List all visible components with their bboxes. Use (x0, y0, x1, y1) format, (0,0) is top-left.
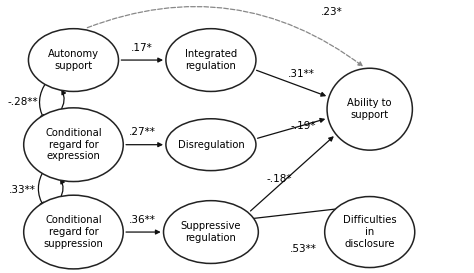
FancyArrowPatch shape (39, 81, 47, 119)
Text: Conditional
regard for
expression: Conditional regard for expression (45, 128, 102, 161)
Text: .17*: .17* (131, 43, 153, 53)
Ellipse shape (164, 201, 258, 263)
Ellipse shape (166, 119, 256, 171)
FancyArrowPatch shape (126, 230, 159, 234)
Text: Ability to
support: Ability to support (347, 98, 392, 120)
Text: Integrated
regulation: Integrated regulation (185, 49, 237, 71)
Text: Suppressive
regulation: Suppressive regulation (181, 221, 241, 243)
Text: Autonomy
support: Autonomy support (48, 49, 99, 71)
FancyArrowPatch shape (60, 180, 64, 198)
Ellipse shape (24, 108, 123, 182)
FancyArrowPatch shape (126, 143, 162, 147)
Ellipse shape (24, 195, 123, 269)
Text: .27**: .27** (129, 127, 155, 137)
Text: .23*: .23* (321, 7, 343, 17)
Text: .36**: .36** (129, 215, 155, 225)
Text: -.18*: -.18* (267, 174, 292, 184)
Ellipse shape (325, 197, 415, 268)
Text: Conditional
regard for
suppression: Conditional regard for suppression (44, 215, 103, 249)
FancyArrowPatch shape (250, 137, 333, 211)
Text: .53**: .53** (290, 244, 317, 254)
Text: Difficulties
in
disclosure: Difficulties in disclosure (343, 215, 397, 249)
Text: -.19*: -.19* (291, 121, 316, 130)
FancyArrowPatch shape (247, 206, 347, 219)
FancyArrowPatch shape (257, 118, 324, 138)
Text: .31**: .31** (288, 69, 314, 79)
Text: -.28**: -.28** (8, 97, 38, 107)
Ellipse shape (28, 29, 118, 91)
FancyArrowPatch shape (256, 70, 325, 96)
FancyArrowPatch shape (38, 169, 45, 206)
FancyArrowPatch shape (121, 58, 162, 62)
FancyArrowPatch shape (60, 90, 65, 111)
Text: Disregulation: Disregulation (178, 140, 244, 150)
Ellipse shape (166, 29, 256, 91)
Ellipse shape (327, 68, 412, 150)
FancyArrowPatch shape (87, 7, 362, 66)
Text: .33**: .33** (9, 185, 36, 195)
